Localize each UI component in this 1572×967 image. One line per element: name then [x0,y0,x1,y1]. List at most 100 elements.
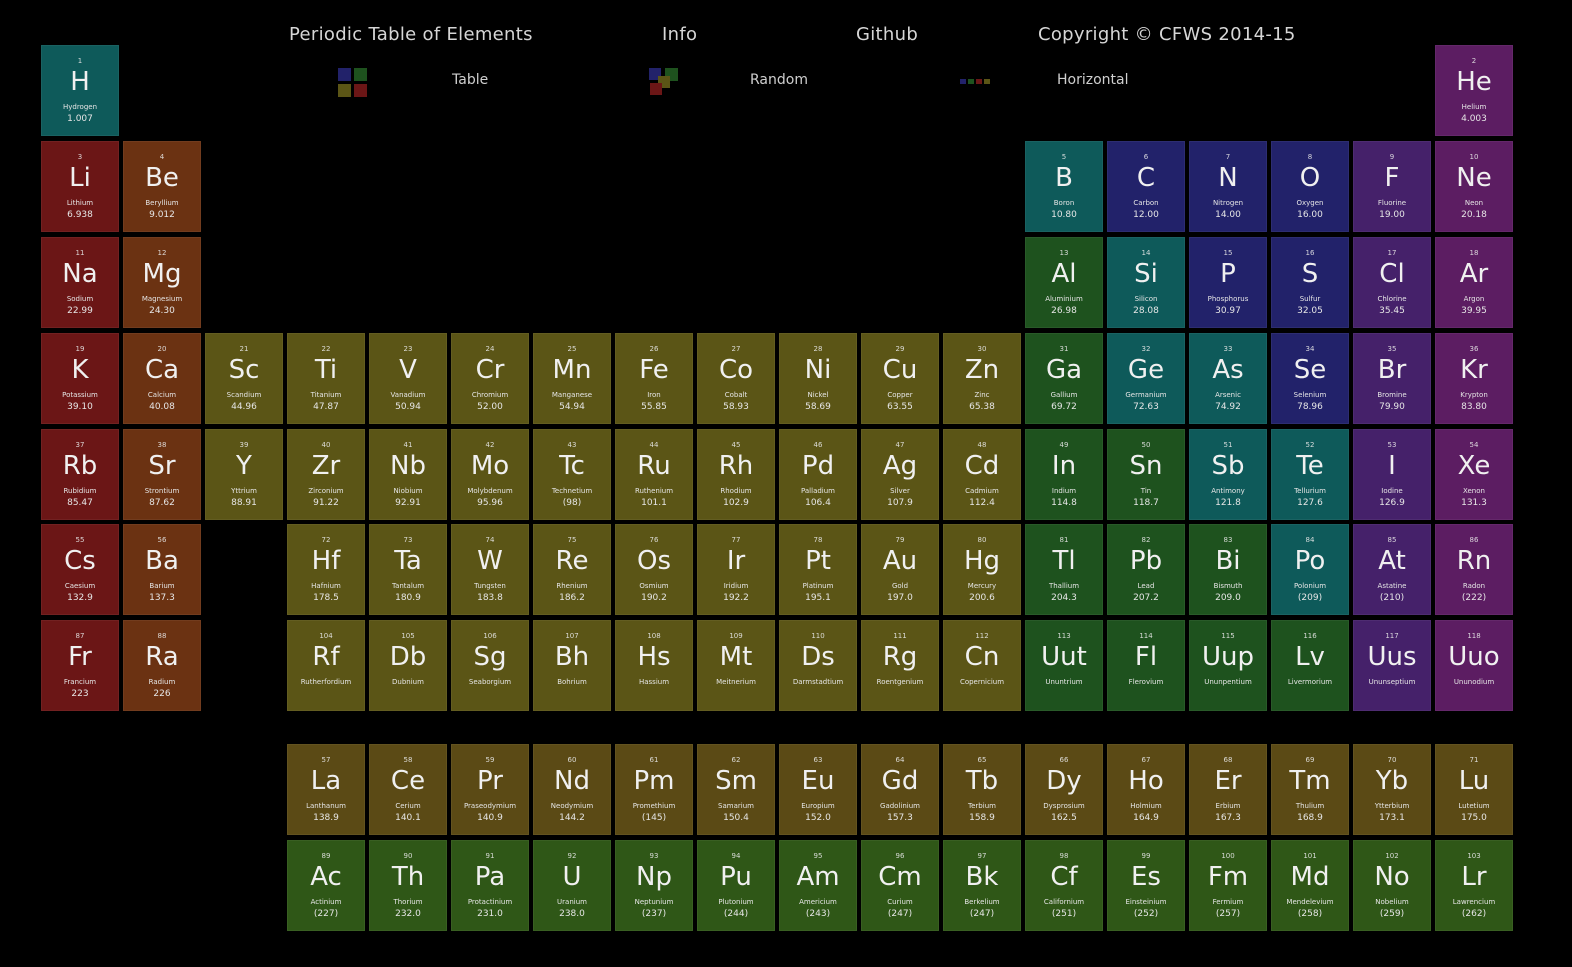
horizontal-view-button[interactable]: Horizontal [1057,72,1129,88]
element-kr[interactable]: 36 Kr Krypton 83.80 [1435,333,1513,424]
element-br[interactable]: 35 Br Bromine 79.90 [1353,333,1431,424]
element-cr[interactable]: 24 Cr Chromium 52.00 [451,333,529,424]
element-ge[interactable]: 32 Ge Germanium 72.63 [1107,333,1185,424]
element-ru[interactable]: 44 Ru Ruthenium 101.1 [615,429,693,520]
element-f[interactable]: 9 F Fluorine 19.00 [1353,141,1431,232]
element-ce[interactable]: 58 Ce Cerium 140.1 [369,744,447,835]
element-ti[interactable]: 22 Ti Titanium 47.87 [287,333,365,424]
element-fm[interactable]: 100 Fm Fermium (257) [1189,840,1267,931]
element-uup[interactable]: 115 Uup Ununpentium [1189,620,1267,711]
element-co[interactable]: 27 Co Cobalt 58.93 [697,333,775,424]
element-sm[interactable]: 62 Sm Samarium 150.4 [697,744,775,835]
element-fe[interactable]: 26 Fe Iron 55.85 [615,333,693,424]
random-view-icon[interactable] [649,68,681,98]
element-cs[interactable]: 55 Cs Caesium 132.9 [41,524,119,615]
element-tc[interactable]: 43 Tc Technetium (98) [533,429,611,520]
element-rn[interactable]: 86 Rn Radon (222) [1435,524,1513,615]
element-ir[interactable]: 77 Ir Iridium 192.2 [697,524,775,615]
element-ag[interactable]: 47 Ag Silver 107.9 [861,429,939,520]
element-md[interactable]: 101 Md Mendelevium (258) [1271,840,1349,931]
element-er[interactable]: 68 Er Erbium 167.3 [1189,744,1267,835]
element-xe[interactable]: 54 Xe Xenon 131.3 [1435,429,1513,520]
info-link[interactable]: Info [662,24,698,45]
element-zr[interactable]: 40 Zr Zirconium 91.22 [287,429,365,520]
element-rg[interactable]: 111 Rg Roentgenium [861,620,939,711]
element-pa[interactable]: 91 Pa Protactinium 231.0 [451,840,529,931]
element-yb[interactable]: 70 Yb Ytterbium 173.1 [1353,744,1431,835]
element-pr[interactable]: 59 Pr Praseodymium 140.9 [451,744,529,835]
element-sn[interactable]: 50 Sn Tin 118.7 [1107,429,1185,520]
table-view-icon[interactable] [338,68,368,98]
element-re[interactable]: 75 Re Rhenium 186.2 [533,524,611,615]
element-rf[interactable]: 104 Rf Rutherfordium [287,620,365,711]
element-lr[interactable]: 103 Lr Lawrencium (262) [1435,840,1513,931]
element-b[interactable]: 5 B Boron 10.80 [1025,141,1103,232]
element-c[interactable]: 6 C Carbon 12.00 [1107,141,1185,232]
element-al[interactable]: 13 Al Aluminium 26.98 [1025,237,1103,328]
element-u[interactable]: 92 U Uranium 238.0 [533,840,611,931]
element-bh[interactable]: 107 Bh Bohrium [533,620,611,711]
element-ds[interactable]: 110 Ds Darmstadtium [779,620,857,711]
element-uus[interactable]: 117 Uus Ununseptium [1353,620,1431,711]
element-p[interactable]: 15 P Phosphorus 30.97 [1189,237,1267,328]
element-ra[interactable]: 88 Ra Radium 226 [123,620,201,711]
element-nb[interactable]: 41 Nb Niobium 92.91 [369,429,447,520]
element-pt[interactable]: 78 Pt Platinum 195.1 [779,524,857,615]
element-hs[interactable]: 108 Hs Hassium [615,620,693,711]
element-cu[interactable]: 29 Cu Copper 63.55 [861,333,939,424]
element-gd[interactable]: 64 Gd Gadolinium 157.3 [861,744,939,835]
element-rb[interactable]: 37 Rb Rubidium 85.47 [41,429,119,520]
element-ga[interactable]: 31 Ga Gallium 69.72 [1025,333,1103,424]
element-lv[interactable]: 116 Lv Livermorium [1271,620,1349,711]
element-mn[interactable]: 25 Mn Manganese 54.94 [533,333,611,424]
element-in[interactable]: 49 In Indium 114.8 [1025,429,1103,520]
element-mo[interactable]: 42 Mo Molybdenum 95.96 [451,429,529,520]
title-link[interactable]: Periodic Table of Elements [289,24,533,45]
element-h[interactable]: 1 H Hydrogen 1.007 [41,45,119,136]
element-k[interactable]: 19 K Potassium 39.10 [41,333,119,424]
element-lu[interactable]: 71 Lu Lutetium 175.0 [1435,744,1513,835]
element-rh[interactable]: 45 Rh Rhodium 102.9 [697,429,775,520]
element-sc[interactable]: 21 Sc Scandium 44.96 [205,333,283,424]
element-os[interactable]: 76 Os Osmium 190.2 [615,524,693,615]
element-i[interactable]: 53 I Iodine 126.9 [1353,429,1431,520]
element-fl[interactable]: 114 Fl Flerovium [1107,620,1185,711]
element-te[interactable]: 52 Te Tellurium 127.6 [1271,429,1349,520]
element-hg[interactable]: 80 Hg Mercury 200.6 [943,524,1021,615]
element-pu[interactable]: 94 Pu Plutonium (244) [697,840,775,931]
element-pd[interactable]: 46 Pd Palladium 106.4 [779,429,857,520]
element-li[interactable]: 3 Li Lithium 6.938 [41,141,119,232]
horizontal-view-icon[interactable] [960,78,992,86]
element-mg[interactable]: 12 Mg Magnesium 24.30 [123,237,201,328]
element-np[interactable]: 93 Np Neptunium (237) [615,840,693,931]
element-db[interactable]: 105 Db Dubnium [369,620,447,711]
element-uuo[interactable]: 118 Uuo Ununodium [1435,620,1513,711]
element-na[interactable]: 11 Na Sodium 22.99 [41,237,119,328]
element-tb[interactable]: 65 Tb Terbium 158.9 [943,744,1021,835]
element-si[interactable]: 14 Si Silicon 28.08 [1107,237,1185,328]
element-sb[interactable]: 51 Sb Antimony 121.8 [1189,429,1267,520]
element-dy[interactable]: 66 Dy Dysprosium 162.5 [1025,744,1103,835]
element-nd[interactable]: 60 Nd Neodymium 144.2 [533,744,611,835]
element-sg[interactable]: 106 Sg Seaborgium [451,620,529,711]
element-eu[interactable]: 63 Eu Europium 152.0 [779,744,857,835]
element-n[interactable]: 7 N Nitrogen 14.00 [1189,141,1267,232]
element-mt[interactable]: 109 Mt Meitnerium [697,620,775,711]
element-au[interactable]: 79 Au Gold 197.0 [861,524,939,615]
element-se[interactable]: 34 Se Selenium 78.96 [1271,333,1349,424]
element-ar[interactable]: 18 Ar Argon 39.95 [1435,237,1513,328]
element-no[interactable]: 102 No Nobelium (259) [1353,840,1431,931]
github-link[interactable]: Github [856,24,919,45]
element-v[interactable]: 23 V Vanadium 50.94 [369,333,447,424]
element-cn[interactable]: 112 Cn Copernicium [943,620,1021,711]
element-fr[interactable]: 87 Fr Francium 223 [41,620,119,711]
element-po[interactable]: 84 Po Polonium (209) [1271,524,1349,615]
element-bk[interactable]: 97 Bk Berkelium (247) [943,840,1021,931]
table-view-button[interactable]: Table [452,72,489,88]
element-cl[interactable]: 17 Cl Chlorine 35.45 [1353,237,1431,328]
element-hf[interactable]: 72 Hf Hafnium 178.5 [287,524,365,615]
element-he[interactable]: 2 He Helium 4.003 [1435,45,1513,136]
element-cf[interactable]: 98 Cf Californium (251) [1025,840,1103,931]
random-view-button[interactable]: Random [750,72,808,88]
element-w[interactable]: 74 W Tungsten 183.8 [451,524,529,615]
